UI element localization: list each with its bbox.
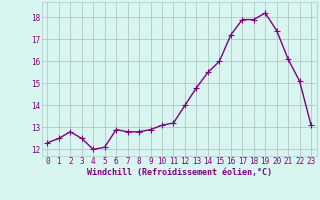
X-axis label: Windchill (Refroidissement éolien,°C): Windchill (Refroidissement éolien,°C): [87, 168, 272, 177]
